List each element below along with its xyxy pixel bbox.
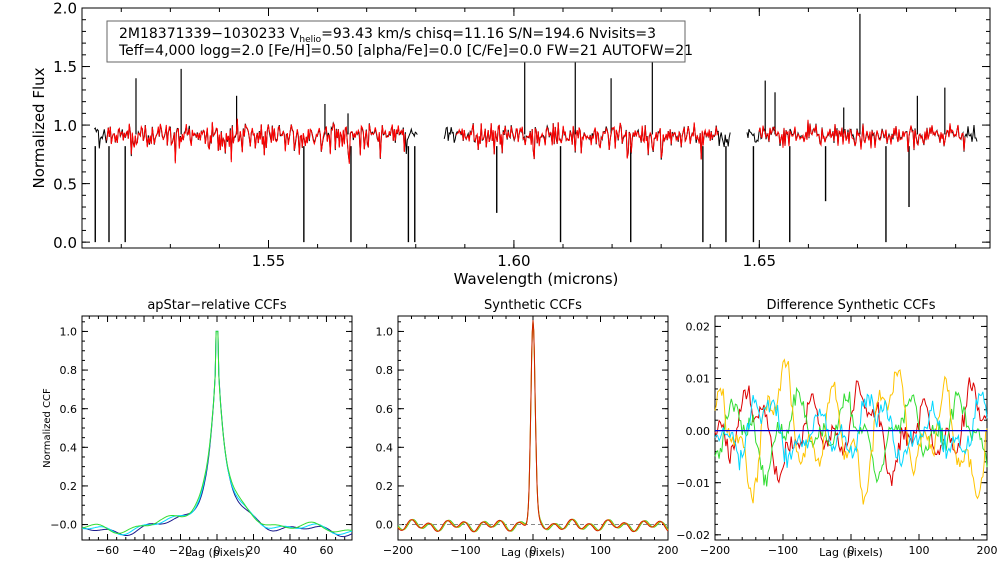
synthetic-ccf-frame xyxy=(397,315,669,541)
synthetic-ccf-line-1 xyxy=(397,322,669,533)
y-tick-label: −0.0 xyxy=(50,519,77,532)
legend-line-2: Teff=4,000 logg=2.0 [Fe/H]=0.50 [alpha/F… xyxy=(118,43,693,59)
y-tick-label: −0.02 xyxy=(676,529,710,542)
y-tick-label: 1.5 xyxy=(53,58,77,76)
y-tick-label: 0.00 xyxy=(686,425,711,438)
spectrum-xlabel: Wavelength (microns) xyxy=(454,270,619,288)
y-tick-label: 0.4 xyxy=(376,441,394,454)
synthetic-chip-2 xyxy=(455,122,719,160)
y-tick-label: 0.8 xyxy=(376,364,394,377)
x-tick-label: 0 xyxy=(530,544,537,557)
x-tick-label: −200 xyxy=(700,544,730,557)
x-tick-label: 200 xyxy=(658,544,679,557)
synthetic-chip-3 xyxy=(758,119,966,152)
x-tick-label: −60 xyxy=(96,544,119,557)
x-tick-label: 200 xyxy=(977,544,998,557)
y-tick-label: 0.01 xyxy=(686,373,711,386)
spectrum-ylabel: Normalized Flux xyxy=(30,67,48,188)
x-tick-label: 1.60 xyxy=(497,252,530,270)
y-tick-label: 0.2 xyxy=(376,480,394,493)
x-tick-label: 1.55 xyxy=(252,252,285,270)
y-tick-label: 0.0 xyxy=(53,234,77,252)
synthetic-ccf-line-2 xyxy=(397,321,669,533)
spectrum-legend: 2M18371339−1030233 Vhelio=93.43 km/s chi… xyxy=(106,20,693,63)
apstar-ccf-frame xyxy=(81,315,353,541)
y-tick-label: 0.02 xyxy=(686,321,711,334)
difference-line-3 xyxy=(714,358,988,505)
y-tick-label: 0.8 xyxy=(60,364,78,377)
difference-line-4 xyxy=(714,391,988,471)
difference-line-1 xyxy=(714,377,988,486)
y-tick-label: −0.01 xyxy=(676,477,710,490)
ccf-line-3 xyxy=(81,330,353,534)
difference-xlabel: Lag (pixels) xyxy=(819,546,883,559)
difference-series xyxy=(714,358,988,505)
apstar-ccf-axes: −60 −40 −20 0 20 40 60 −0.0 0.2 0.4 0.6 0.8 1.0 xyxy=(50,315,353,557)
x-tick-label: 1.65 xyxy=(743,252,776,270)
synthetic-xlabel: Lag (pixels) xyxy=(501,546,565,559)
ccf-line-1 xyxy=(81,330,353,538)
synthetic-chip-1 xyxy=(105,118,406,164)
difference-ccf-axes: −200 −100 0 100 200 −0.02 −0.01 0.00 0.01 0.02 xyxy=(676,315,998,557)
x-tick-label: 20 xyxy=(246,544,260,557)
synthetic-title: Synthetic CCFs xyxy=(484,298,582,313)
x-tick-label: 60 xyxy=(319,544,333,557)
apstar-xlabel: Lag (pixels) xyxy=(185,546,249,559)
y-tick-label: 0.0 xyxy=(376,519,394,532)
x-tick-label: 100 xyxy=(590,544,611,557)
difference-title: Difference Synthetic CCFs xyxy=(766,298,935,313)
synthetic-series xyxy=(397,320,669,533)
apstar-title: apStar−relative CCFs xyxy=(147,298,287,313)
y-tick-label: 2.0 xyxy=(53,0,77,18)
y-tick-label: 0.4 xyxy=(60,441,78,454)
x-tick-label: −20 xyxy=(169,544,192,557)
x-tick-label: 0 xyxy=(214,544,221,557)
x-tick-label: 0 xyxy=(848,544,855,557)
spectrum-frame xyxy=(81,7,991,249)
synthetic-ccf-line-3 xyxy=(397,320,669,533)
x-tick-label: 100 xyxy=(909,544,930,557)
apstar-series xyxy=(81,330,353,538)
x-tick-label: 40 xyxy=(283,544,297,557)
series-observed xyxy=(93,13,978,243)
legend-line-1: 2M18371339−1030233 Vhelio=93.43 km/s chi… xyxy=(119,26,656,45)
y-tick-label: 1.0 xyxy=(376,326,394,339)
series-synthetic xyxy=(105,118,966,164)
y-tick-label: 1.0 xyxy=(60,326,78,339)
y-tick-label: 0.5 xyxy=(53,175,77,193)
synthetic-ccf-axes: −200 −100 0 100 200 0.0 0.2 0.4 0.6 0.8 1.0 xyxy=(376,315,679,557)
x-tick-label: −200 xyxy=(383,544,413,557)
legend-box xyxy=(106,20,686,63)
spectrum-axes: 1.55 1.60 1.65 0.0 0.5 1.0 1.5 2.0 xyxy=(53,0,991,270)
ccf-line-2 xyxy=(81,330,353,536)
x-tick-label: −100 xyxy=(768,544,798,557)
x-tick-label: −40 xyxy=(132,544,155,557)
difference-line-2 xyxy=(714,386,988,487)
y-tick-label: 0.2 xyxy=(60,480,78,493)
y-tick-label: 0.6 xyxy=(376,403,394,416)
y-tick-label: 0.6 xyxy=(60,403,78,416)
y-tick-label: 1.0 xyxy=(53,117,77,135)
x-tick-label: −100 xyxy=(450,544,480,557)
apstar-ylabel: Normalized CCF xyxy=(42,388,53,468)
